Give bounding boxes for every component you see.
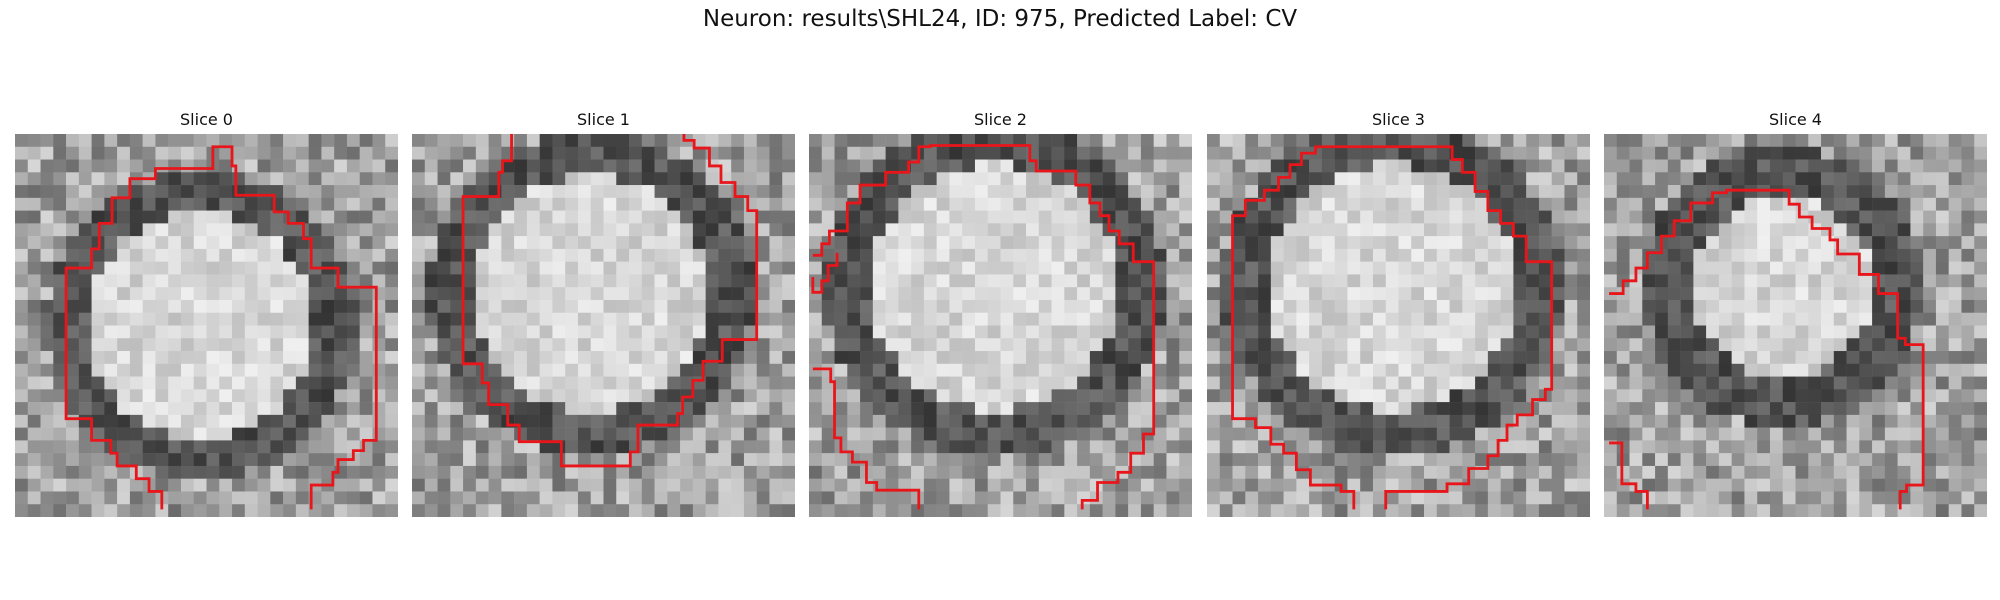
grayscale-pixels (809, 134, 1192, 517)
panel-title: Slice 4 (1769, 110, 1822, 129)
figure-title: Neuron: results\SHL24, ID: 975, Predicte… (702, 6, 1298, 32)
panel-slice-0: Slice 0 (15, 110, 398, 517)
panel-slice-1: Slice 1 (412, 110, 795, 517)
segmentation-contour (1231, 145, 1554, 510)
segmentation-contour (64, 145, 378, 510)
panel-slice-4: Slice 4 (1604, 110, 1987, 517)
panel-title: Slice 1 (577, 110, 630, 129)
grayscale-pixels (1604, 134, 1987, 517)
grayscale-pixels (412, 134, 795, 517)
grayscale-pixels (1207, 134, 1590, 517)
panel-slice-3: Slice 3 (1207, 110, 1590, 517)
panel-slice-2: Slice 2 (809, 110, 1192, 517)
segmentation-contour (461, 134, 759, 468)
segmentation-contour (1609, 188, 1925, 510)
panel-title: Slice 0 (180, 110, 233, 129)
slice-image (15, 134, 398, 517)
segmentation-contour (811, 144, 1156, 510)
panel-title: Slice 3 (1372, 110, 1425, 129)
slice-image (1207, 134, 1590, 517)
slice-image (1604, 134, 1987, 517)
panel-title: Slice 2 (974, 110, 1027, 129)
slice-image (809, 134, 1192, 517)
grayscale-pixels (15, 134, 398, 517)
slice-image (412, 134, 795, 517)
